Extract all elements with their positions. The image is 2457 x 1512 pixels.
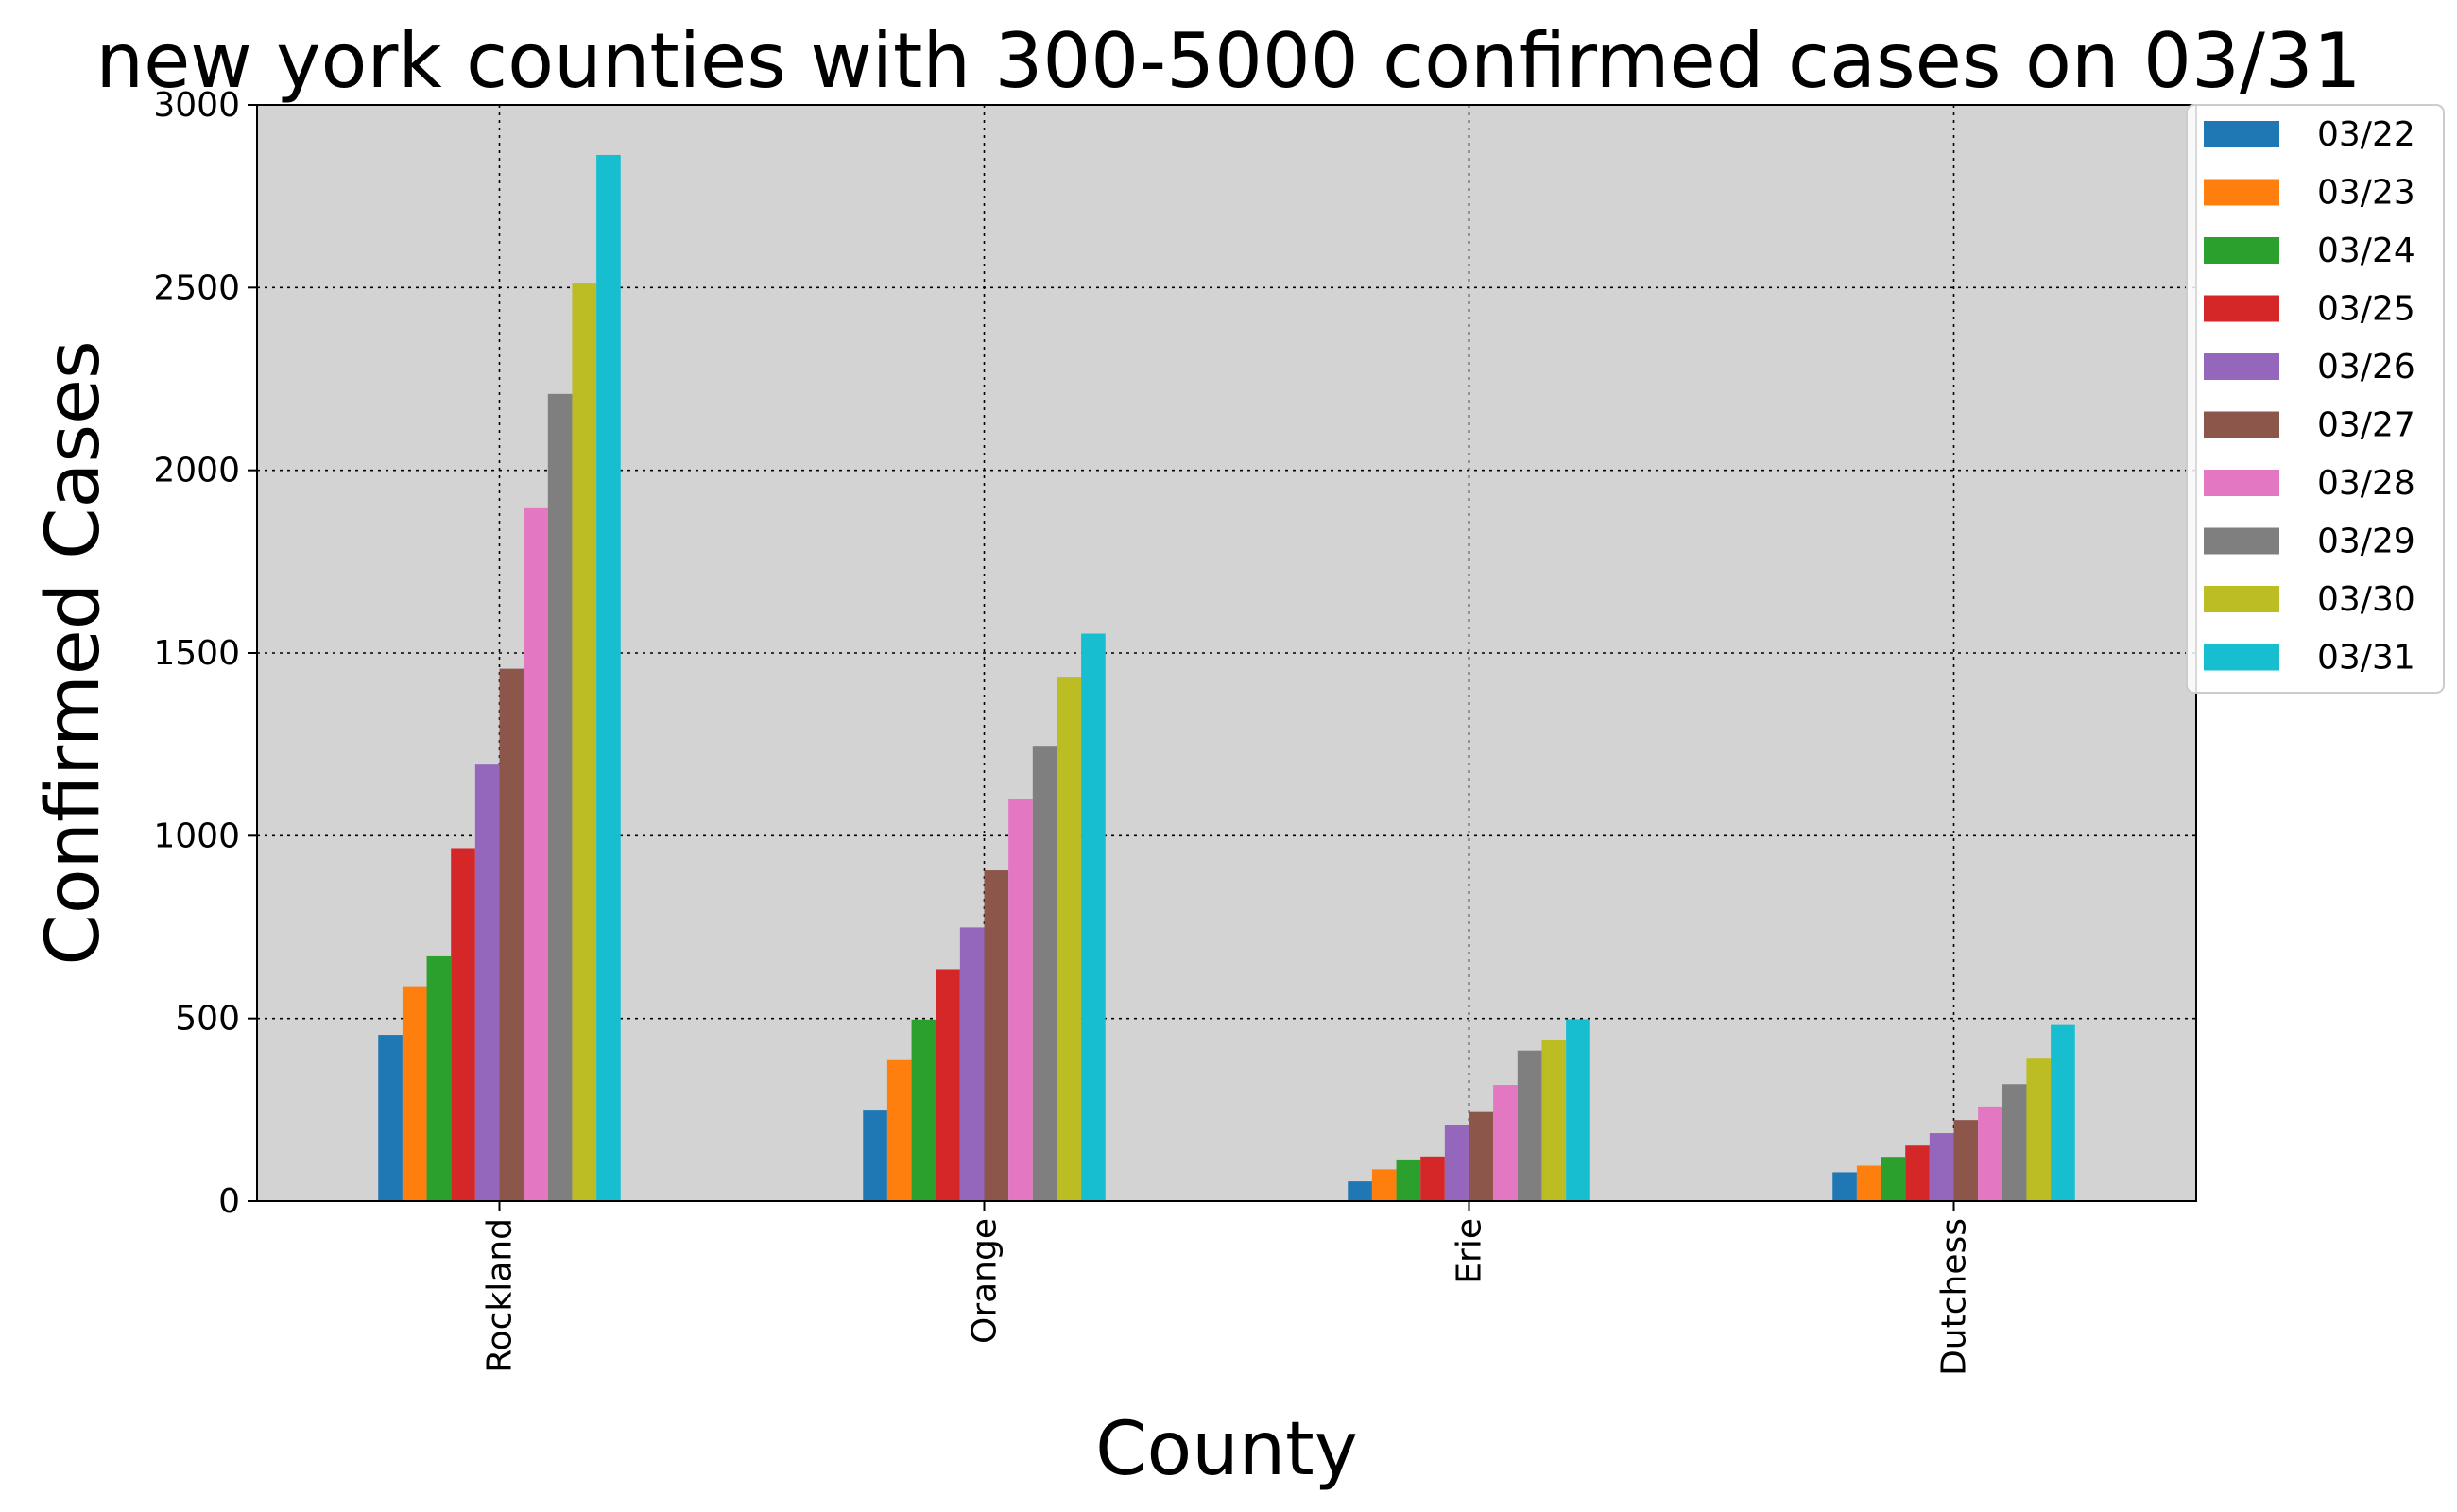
legend-swatch-03-28 [2204,470,2279,496]
x-axis-label: County [1095,1407,1358,1492]
legend-swatch-03-26 [2204,353,2279,380]
legend-swatch-03-31 [2204,644,2279,671]
legend-swatch-03-24 [2204,237,2279,264]
bar-rockland-03-29 [547,393,573,1201]
legend-swatch-03-27 [2204,411,2279,438]
legend-swatch-03-25 [2204,295,2279,322]
chart-title: new york counties with 300-5000 confirme… [95,17,2361,105]
bar-rockland-03-24 [426,955,452,1201]
bar-erie-03-24 [1396,1159,1421,1201]
bar-dutchess-03-28 [1978,1106,2002,1201]
x-tick-label-dutchess: Dutchess [1935,1218,1974,1376]
y-tick-label: 3000 [153,86,240,125]
bar-dutchess-03-31 [2051,1024,2075,1201]
y-tick-label: 0 [218,1182,240,1221]
legend: 03/22 03/23 03/24 03/25 03/26 03/27 03/28 03/29… [2186,104,2445,694]
y-tick-label: 2000 [153,452,240,490]
bar-rockland-03-28 [524,507,548,1201]
bar-erie-03-28 [1493,1085,1518,1201]
bar-erie-03-25 [1420,1156,1445,1201]
bar-rockland-03-30 [572,284,597,1202]
bar-orange-03-28 [1008,799,1033,1201]
legend-label-03-31: 03/31 [2317,639,2415,678]
y-tick-label: 2500 [153,268,240,307]
bar-rockland-03-27 [499,668,524,1201]
y-tick-label: 500 [175,1000,240,1039]
bar-orange-03-27 [984,870,1009,1201]
legend-label-03-25: 03/25 [2317,290,2415,329]
bar-orange-03-25 [936,969,960,1201]
legend-swatch-03-30 [2204,586,2279,612]
legend-label-03-29: 03/29 [2317,523,2415,561]
legend-label-03-22: 03/22 [2317,115,2415,154]
x-tick-label-rockland: Rockland [481,1218,520,1373]
bar-dutchess-03-30 [2026,1058,2052,1201]
legend-label-03-24: 03/24 [2317,232,2415,270]
bar-erie-03-31 [1566,1019,1590,1201]
legend-swatch-03-23 [2204,179,2279,206]
bar-dutchess-03-25 [1905,1145,1930,1201]
bar-erie-03-30 [1541,1040,1567,1201]
bar-erie-03-27 [1469,1111,1494,1201]
bar-rockland-03-26 [474,764,500,1201]
bar-rockland-03-25 [451,848,475,1201]
bar-orange-03-26 [959,927,985,1201]
bar-erie-03-29 [1517,1050,1542,1201]
bar-orange-03-22 [863,1110,887,1201]
x-tick-label-orange: Orange [966,1218,1005,1344]
bar-orange-03-29 [1032,746,1057,1201]
bar-dutchess-03-29 [2002,1084,2027,1201]
bar-orange-03-23 [886,1059,912,1201]
x-axis-ticks: Rockland Orange Erie Dutchess [481,1201,1974,1376]
legend-label-03-26: 03/26 [2317,348,2415,387]
bars [378,154,2075,1202]
bar-dutchess-03-27 [1953,1120,1979,1201]
x-tick-label-erie: Erie [1451,1218,1489,1284]
legend-label-03-28: 03/28 [2317,464,2415,503]
bar-erie-03-22 [1348,1181,1372,1201]
legend-swatch-03-22 [2204,121,2279,147]
bar-dutchess-03-22 [1832,1172,1857,1201]
bar-erie-03-23 [1371,1169,1397,1201]
bar-dutchess-03-23 [1856,1165,1881,1201]
legend-swatch-03-29 [2204,527,2279,555]
bar-rockland-03-22 [378,1035,403,1201]
bar-dutchess-03-26 [1929,1133,1954,1201]
bar-dutchess-03-24 [1881,1157,1906,1201]
legend-label-03-30: 03/30 [2317,580,2415,619]
bar-orange-03-30 [1057,677,1082,1201]
bar-orange-03-31 [1081,633,1106,1201]
y-axis-ticks: 0 500 1000 1500 2000 2500 3000 [153,86,257,1221]
y-axis-label: Confirmed Cases [31,340,116,965]
legend-label-03-27: 03/27 [2317,406,2415,445]
y-tick-label: 1500 [153,634,240,673]
y-tick-label: 1000 [153,816,240,855]
legend-label-03-23: 03/23 [2317,174,2415,213]
bar-erie-03-26 [1444,1125,1469,1201]
bar-orange-03-24 [911,1019,936,1201]
bar-rockland-03-31 [596,154,621,1201]
bar-rockland-03-23 [402,986,427,1201]
